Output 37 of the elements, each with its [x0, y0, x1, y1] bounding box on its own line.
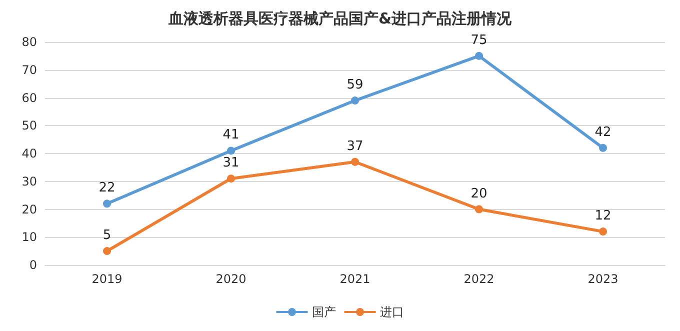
- y-tick-label: 60: [22, 90, 37, 105]
- y-tick-label: 80: [22, 35, 37, 49]
- y-tick-label: 40: [22, 146, 37, 160]
- point: [227, 174, 235, 183]
- y-tick-label: 0: [29, 258, 37, 272]
- legend-label: 国产: [312, 305, 336, 319]
- x-tick-label: 2019: [92, 272, 122, 286]
- point: [475, 205, 483, 214]
- chart-title: 血液透析器具医疗器械产品国产&进口产品注册情况: [167, 10, 513, 28]
- point: [475, 52, 483, 60]
- x-tick-label: 2022: [464, 272, 494, 286]
- data-label: 31: [222, 156, 240, 171]
- y-tick-label: 70: [22, 62, 37, 77]
- data-label: 5: [102, 228, 112, 244]
- data-label: 22: [98, 180, 116, 196]
- data-label: 75: [470, 32, 488, 48]
- data-label: 59: [346, 78, 364, 93]
- data-label: 37: [346, 138, 364, 154]
- legend-label: 进口: [380, 305, 404, 319]
- y-tick-label: 50: [22, 118, 37, 133]
- point: [103, 247, 111, 256]
- y-tick-label: 10: [22, 230, 37, 244]
- point: [599, 228, 607, 236]
- x-tick-label: 2021: [340, 272, 370, 286]
- point: [351, 96, 359, 105]
- x-tick-label: 2020: [216, 272, 246, 286]
- data-label: 12: [594, 208, 612, 224]
- point: [599, 144, 607, 152]
- y-tick-label: 30: [22, 174, 37, 188]
- data-label: 41: [222, 128, 240, 143]
- data-label: 42: [594, 124, 612, 140]
- data-label: 20: [470, 186, 488, 202]
- point: [227, 146, 235, 155]
- x-tick-label: 2023: [588, 272, 618, 286]
- point: [103, 200, 111, 208]
- y-tick-label: 20: [22, 202, 37, 216]
- point: [351, 158, 359, 166]
